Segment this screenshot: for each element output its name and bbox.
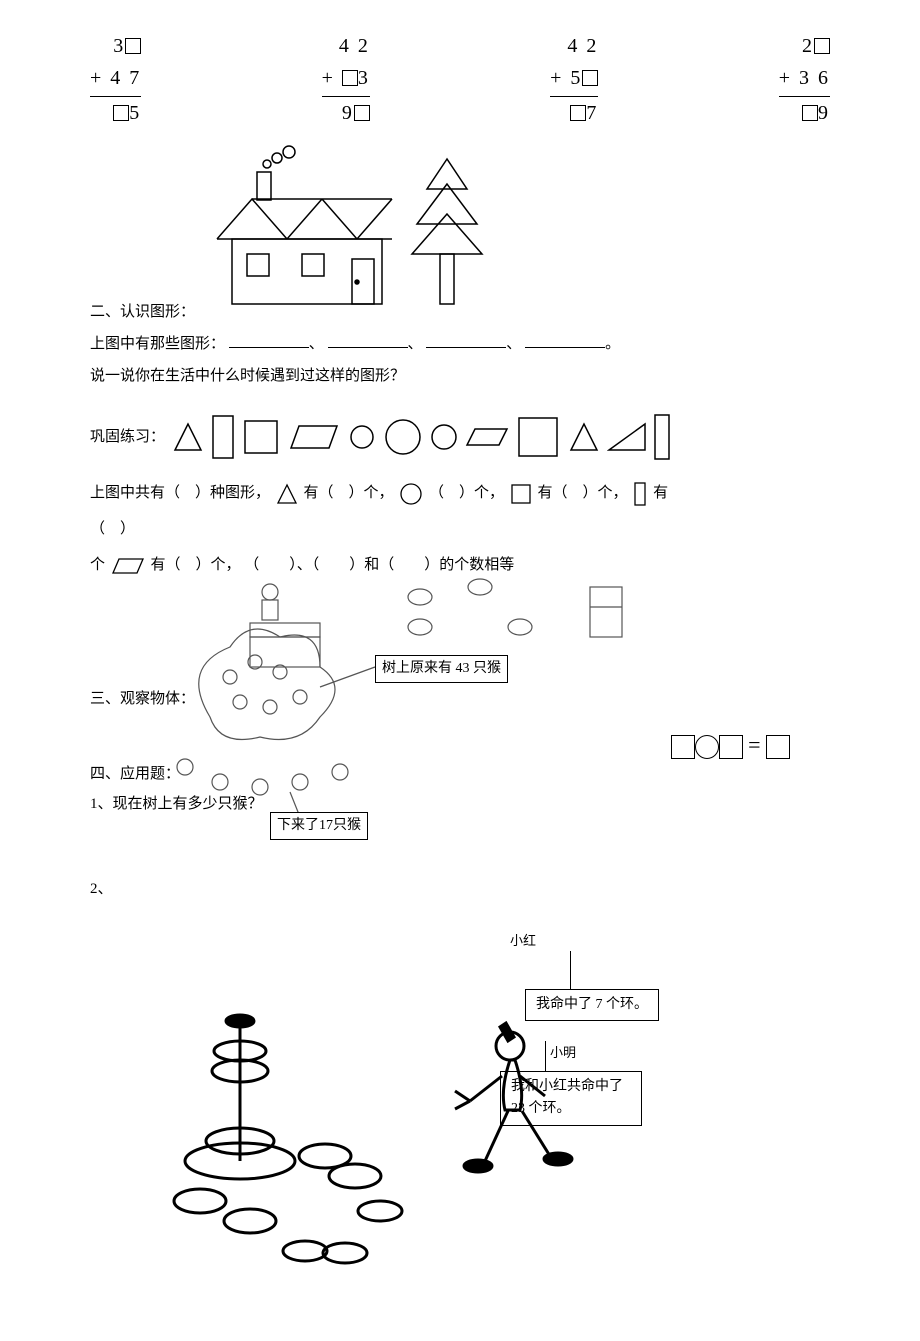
shapes-row: 巩固练习：	[90, 413, 830, 461]
blank-1[interactable]	[229, 332, 309, 348]
blank-2[interactable]	[328, 332, 408, 348]
section4-label: 四、应用题：	[90, 762, 180, 786]
section2-label: 二、认识图形：	[90, 300, 195, 324]
blank-3[interactable]	[426, 332, 506, 348]
section3-label: 三、观察物体：	[90, 687, 195, 711]
shapes-list-question: 上图中有那些图形： 、 、 、 。	[90, 332, 830, 356]
gonggu-label: 巩固练习：	[90, 425, 165, 449]
house-tree-figure	[197, 144, 497, 324]
q4-1: 1、现在树上有多少只猴？	[90, 792, 263, 816]
blank-4[interactable]	[525, 332, 605, 348]
arith-3: 4 2 + 5 7	[550, 30, 598, 129]
monkey-callout-1: 树上原来有 43 只猴	[375, 655, 508, 683]
life-question: 说一说你在生活中什么时候遇到过这样的图形？	[90, 364, 830, 388]
ring-toss-scene: 小红 我命中了 7 个环。 小明 我和小红共命中了 23 个环。	[90, 921, 830, 1301]
arith-2: 4 2 + 3 9	[322, 30, 370, 129]
equation-boxes[interactable]: =	[671, 727, 790, 762]
xiaohong-label: 小红	[510, 931, 536, 952]
monkey-scene: 树上原来有 43 只猴 下来了17只猴 三、观察物体： 四、应用题： 1、现在树…	[90, 557, 830, 847]
monkey-callout-2: 下来了17只猴	[270, 812, 368, 840]
arith-4: 2 + 3 6 9	[779, 30, 830, 129]
arith-1: 3 + 4 7 5	[90, 30, 141, 129]
q4-2: 2、	[90, 877, 830, 901]
arithmetic-row: 3 + 4 7 5 4 2 + 3 9 4 2 + 5 7 2 + 3 6 9	[90, 30, 830, 129]
